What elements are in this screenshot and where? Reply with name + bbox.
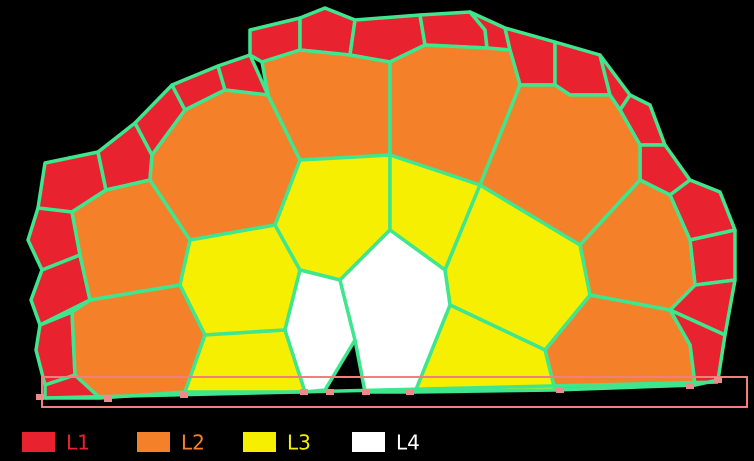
- marker: [686, 383, 694, 389]
- cell: [338, 228, 452, 394]
- legend-label: L3: [287, 431, 311, 455]
- cell: [29, 253, 92, 327]
- marker: [714, 377, 722, 383]
- base-frame: [41, 376, 748, 408]
- marker: [326, 389, 334, 395]
- legend-swatch: [243, 432, 276, 452]
- legend-swatch: [22, 432, 55, 452]
- marker: [362, 389, 370, 395]
- legend-swatch: [352, 432, 385, 452]
- base-markers: [36, 377, 722, 402]
- base-line: [44, 380, 719, 400]
- legend-label: L4: [396, 431, 420, 455]
- cell: [70, 283, 207, 400]
- marker: [36, 394, 44, 400]
- marker: [104, 396, 112, 402]
- cell: [688, 228, 737, 287]
- cell: [178, 223, 302, 337]
- marker: [300, 389, 308, 395]
- cell: [34, 310, 77, 387]
- marker: [556, 387, 564, 393]
- legend-label: L1: [66, 431, 90, 455]
- marker: [180, 392, 188, 398]
- marker: [406, 389, 414, 395]
- cell: [298, 6, 357, 57]
- legend-label: L2: [181, 431, 205, 455]
- legend-swatch: [137, 432, 170, 452]
- legend: L1 L2 L3 L4: [22, 431, 420, 455]
